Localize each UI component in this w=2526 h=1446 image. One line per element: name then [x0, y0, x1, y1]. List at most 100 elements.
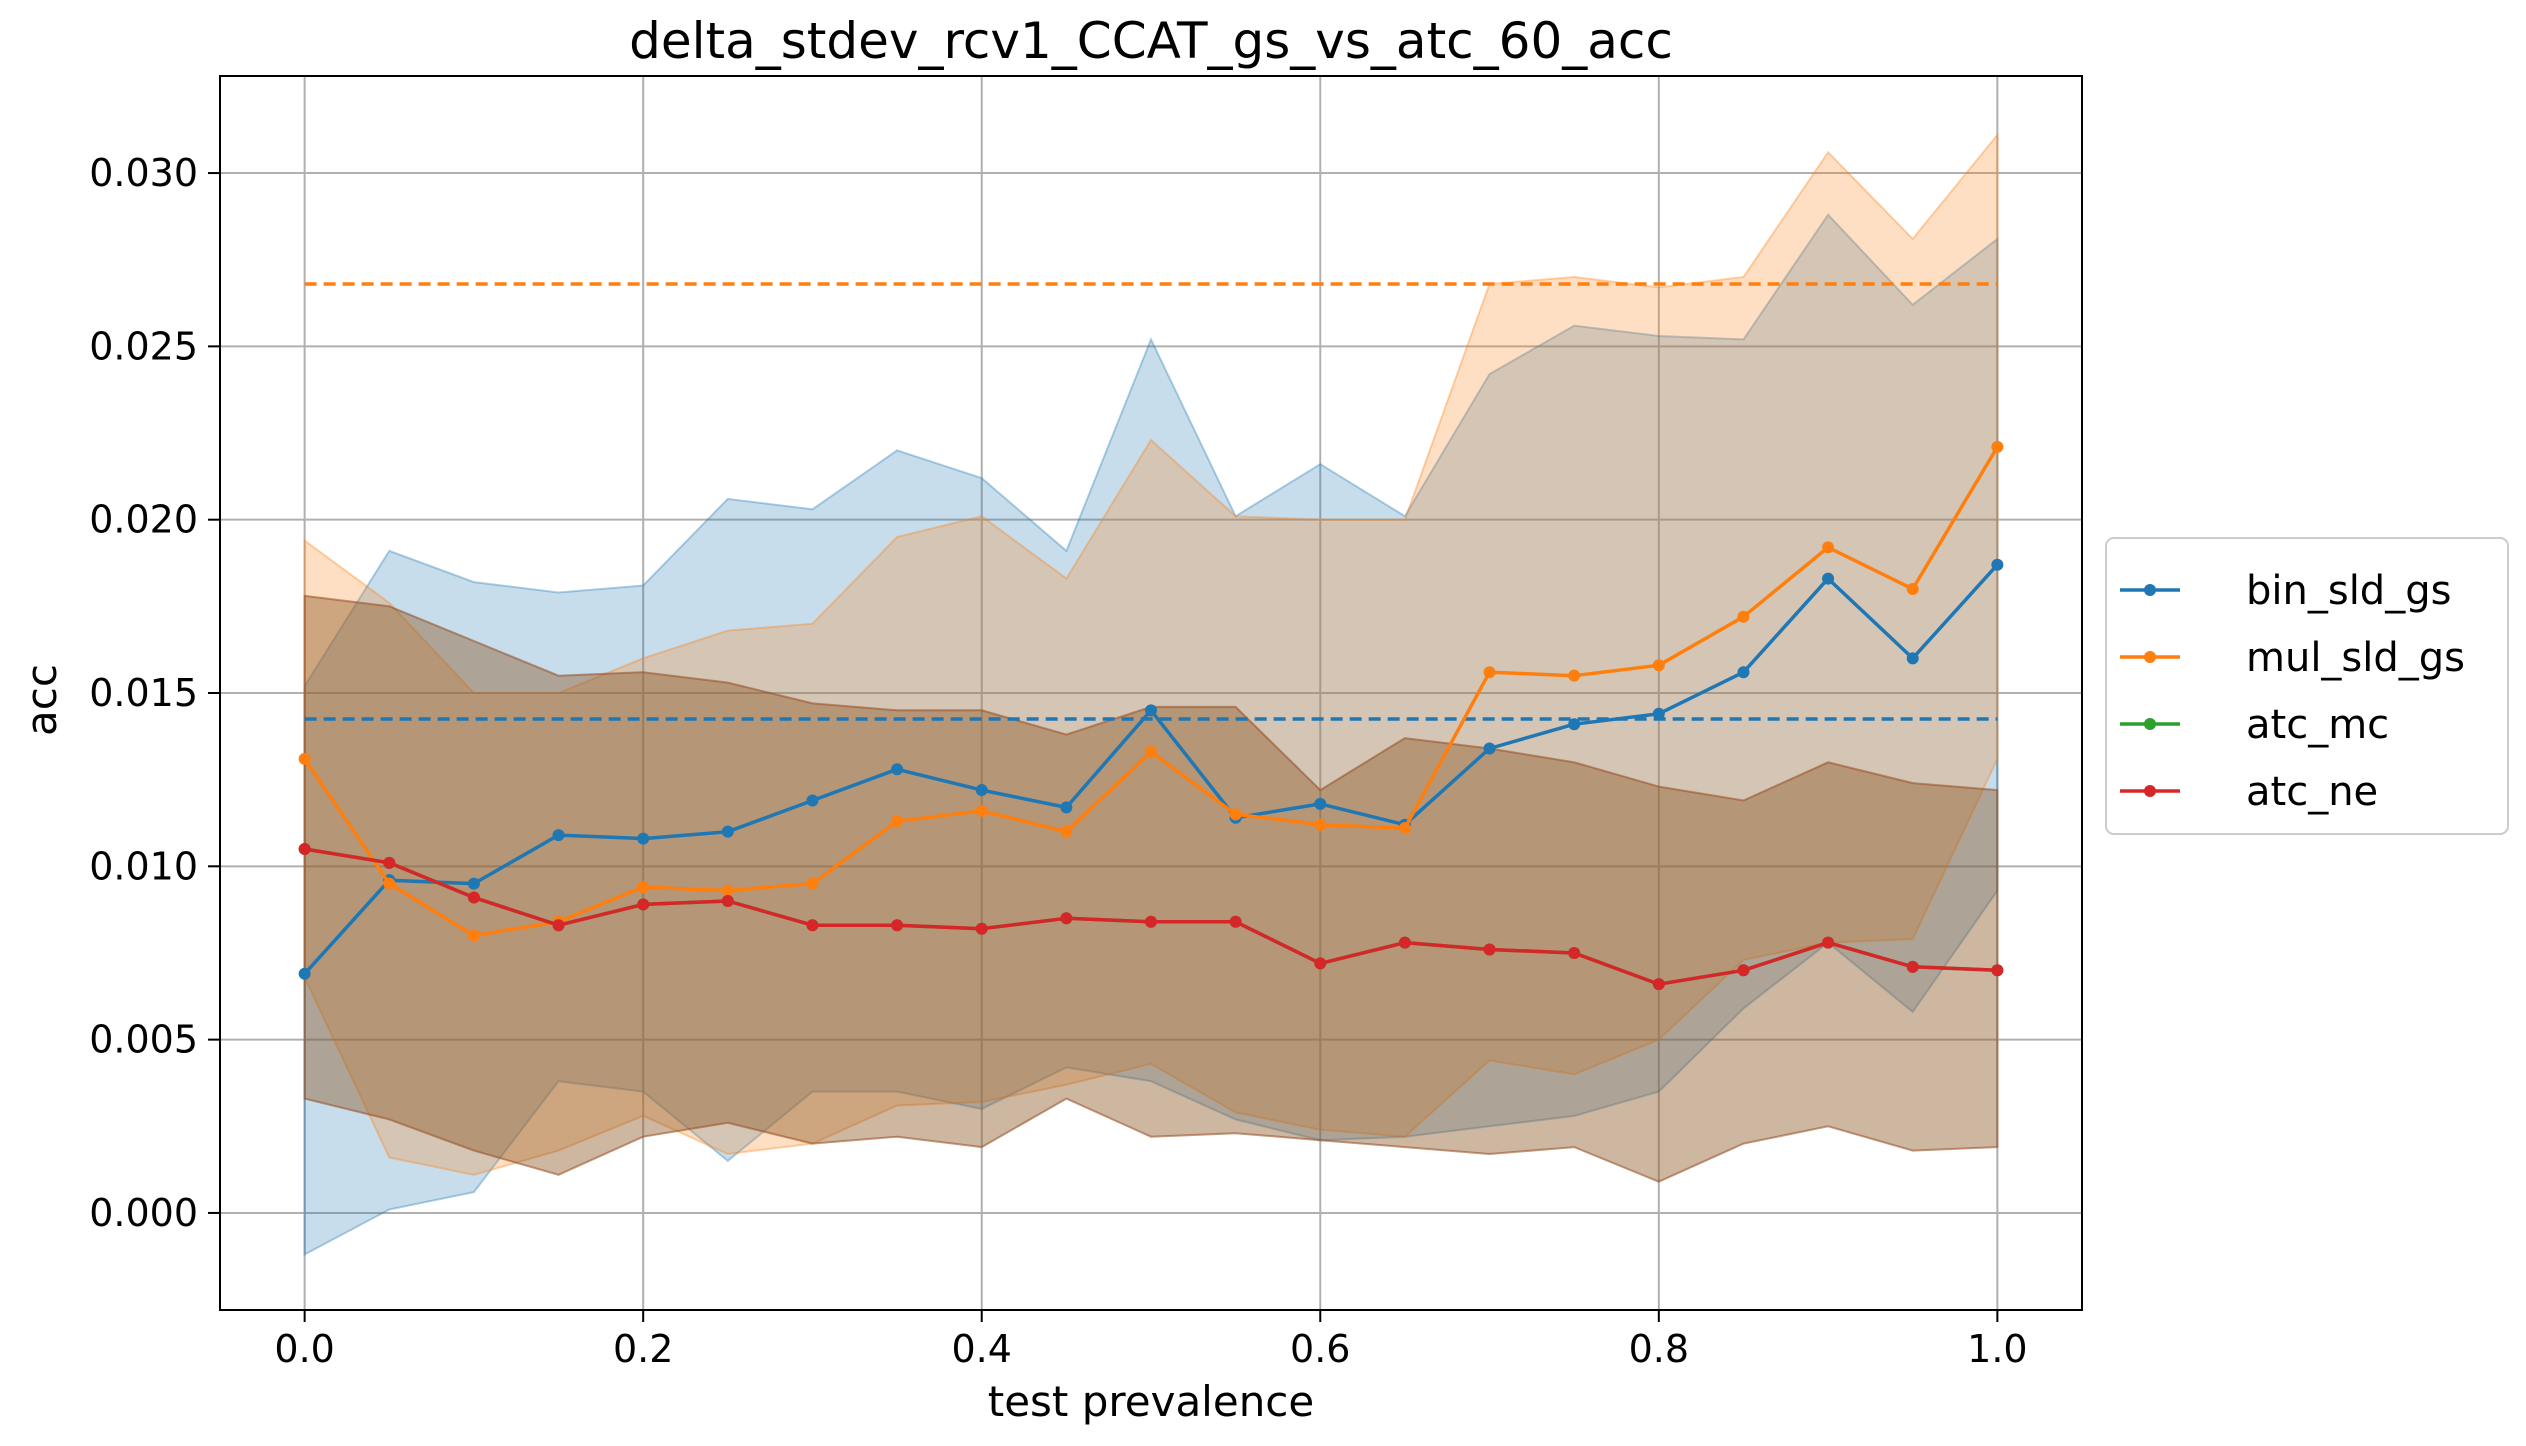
point-bin-sld-gs [1145, 704, 1157, 717]
legend-label-mul-sld-gs: mul_sld_gs [2246, 635, 2465, 681]
y-tick-label: 0.010 [89, 844, 198, 888]
point-atc-ne [1398, 936, 1411, 949]
point-mul-sld-gs [383, 877, 396, 890]
point-mul-sld-gs [1314, 818, 1327, 831]
band-atc-ne [303, 594, 1999, 1183]
reference-lines [304, 282, 1998, 721]
point-bin-sld-gs [1483, 742, 1496, 755]
y-tick-label: 0.020 [89, 498, 198, 542]
point-bin-sld-gs [891, 763, 904, 776]
y-tick-label: 0.005 [89, 1018, 198, 1062]
point-mul-sld-gs [637, 881, 650, 894]
y-tick-label: 0.025 [89, 324, 198, 368]
point-atc-ne [1991, 964, 2004, 977]
point-atc-ne [467, 891, 480, 904]
point-mul-sld-gs [891, 815, 904, 828]
legend-entry-atc-mc: atc_mc [2120, 702, 2389, 748]
y-tick-label: 0.000 [89, 1191, 198, 1235]
legend-label-atc-mc: atc_mc [2246, 702, 2389, 748]
point-bin-sld-gs [467, 877, 480, 890]
point-mul-sld-gs [1145, 745, 1157, 758]
point-mul-sld-gs [1060, 825, 1073, 838]
point-bin-sld-gs [552, 829, 565, 842]
x-tick-label: 0.0 [274, 1327, 334, 1371]
point-bin-sld-gs [298, 967, 311, 980]
point-bin-sld-gs [1568, 718, 1581, 731]
point-atc-ne [1483, 943, 1496, 956]
point-atc-ne [806, 919, 819, 932]
legend-marker-atc-mc [2144, 718, 2156, 730]
x-tick-label: 1.0 [1967, 1327, 2027, 1371]
point-atc-ne [1060, 912, 1073, 925]
band-mul-sld-gs [303, 132, 1999, 1176]
point-bin-sld-gs [975, 784, 988, 797]
point-bin-sld-gs [806, 794, 819, 807]
x-axis-ticks: 0.0 0.2 0.4 0.6 0.8 1.0 [274, 1310, 2028, 1371]
point-mul-sld-gs [1483, 666, 1496, 679]
point-mul-sld-gs [975, 804, 988, 817]
point-atc-ne [1822, 936, 1835, 949]
point-mul-sld-gs [1906, 583, 1919, 596]
legend-entry-atc-ne: atc_ne [2120, 769, 2378, 815]
point-atc-ne [721, 894, 734, 907]
legend: bin_sld_gs mul_sld_gs atc_mc atc_ne [2105, 537, 2509, 835]
point-mul-sld-gs [721, 884, 734, 897]
point-atc-ne [1145, 915, 1157, 928]
point-bin-sld-gs [1652, 707, 1665, 720]
point-atc-ne [383, 856, 396, 869]
point-mul-sld-gs [1991, 440, 2004, 453]
band-bin-sld-gs [303, 213, 1999, 1257]
point-mul-sld-gs [806, 877, 819, 890]
point-mul-sld-gs [1822, 541, 1835, 554]
y-axis-label: acc [17, 664, 66, 736]
legend-marker-atc-ne [2144, 785, 2156, 797]
x-tick-label: 0.2 [613, 1327, 673, 1371]
x-tick-label: 0.6 [1290, 1327, 1350, 1371]
point-bin-sld-gs [1737, 666, 1750, 679]
legend-marker-mul-sld-gs [2144, 651, 2156, 663]
point-bin-sld-gs [1991, 558, 2004, 571]
chart-title: delta_stdev_rcv1_CCAT_gs_vs_atc_60_acc [629, 12, 1673, 70]
point-atc-ne [637, 898, 650, 911]
point-atc-ne [1229, 915, 1242, 928]
point-mul-sld-gs [1398, 822, 1411, 835]
legend-box [2105, 537, 2509, 835]
point-atc-ne [1737, 964, 1750, 977]
point-mul-sld-gs [1652, 659, 1665, 672]
legend-entry-bin-sld-gs: bin_sld_gs [2120, 568, 2451, 614]
point-bin-sld-gs [1822, 572, 1835, 585]
y-tick-label: 0.030 [89, 151, 198, 195]
point-atc-ne [1568, 946, 1581, 959]
grid-lines [220, 76, 2082, 1310]
point-mul-sld-gs [467, 929, 480, 942]
point-bin-sld-gs [721, 825, 734, 838]
point-mul-sld-gs [298, 752, 311, 765]
legend-entry-mul-sld-gs: mul_sld_gs [2120, 635, 2465, 681]
point-atc-ne [1906, 960, 1919, 973]
point-bin-sld-gs [1060, 801, 1073, 814]
point-atc-ne [891, 919, 904, 932]
x-tick-label: 0.8 [1629, 1327, 1689, 1371]
point-bin-sld-gs [1906, 652, 1919, 665]
y-tick-label: 0.015 [89, 671, 198, 715]
series-atc-ne [298, 842, 2004, 991]
point-mul-sld-gs [1229, 808, 1242, 821]
point-mul-sld-gs [1568, 669, 1581, 682]
point-bin-sld-gs [637, 832, 650, 845]
point-atc-ne [1314, 957, 1327, 970]
legend-marker-bin-sld-gs [2144, 584, 2156, 596]
legend-label-bin-sld-gs: bin_sld_gs [2246, 568, 2451, 614]
y-axis-ticks: 0.000 0.005 0.010 0.015 0.020 0.025 0.030 [89, 151, 220, 1235]
point-atc-ne [1652, 978, 1665, 991]
x-tick-label: 0.4 [952, 1327, 1012, 1371]
legend-label-atc-ne: atc_ne [2246, 769, 2378, 815]
point-bin-sld-gs [1314, 797, 1327, 810]
point-mul-sld-gs [1737, 610, 1750, 623]
point-atc-ne [298, 842, 311, 855]
series-lines [298, 440, 2004, 991]
confidence-bands [303, 132, 1999, 1257]
band-atc-mc [303, 594, 1999, 1183]
point-atc-ne [975, 922, 988, 935]
x-axis-label: test prevalence [988, 1377, 1315, 1426]
